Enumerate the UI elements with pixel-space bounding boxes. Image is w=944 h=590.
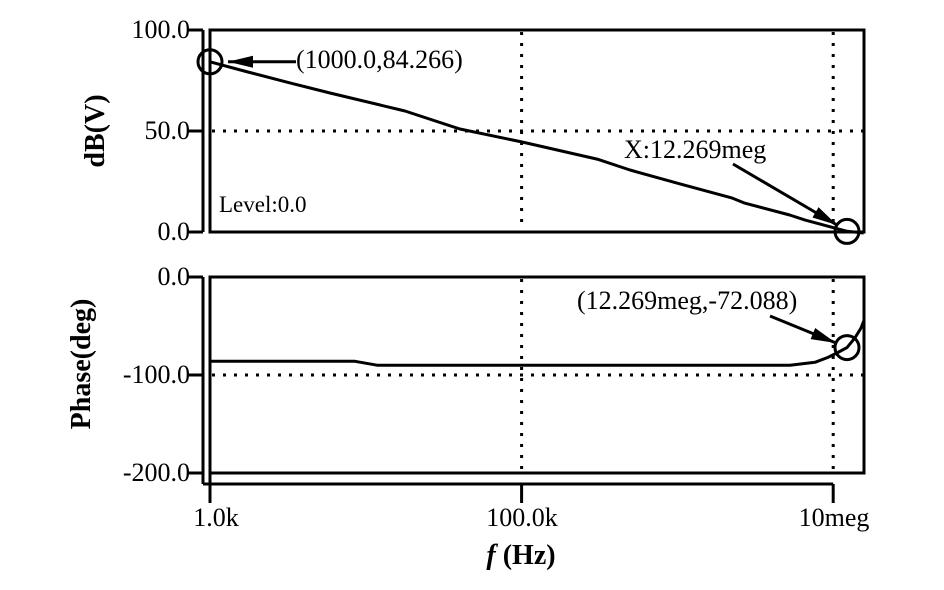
x-axis-title-unit: (Hz) xyxy=(502,540,556,571)
xtick-1k: 1.0k xyxy=(193,503,239,532)
bottom-yaxis-scale xyxy=(188,275,205,484)
phase-curve xyxy=(210,320,866,367)
ytick-m100deg: -100.0 xyxy=(122,360,190,389)
phase-cursor-arrow xyxy=(769,314,837,345)
cursor-markers xyxy=(196,48,861,362)
ytick-0deg: 0.0 xyxy=(157,262,191,291)
xtick-10meg: 10meg xyxy=(798,503,870,532)
xaxis-scale xyxy=(203,473,835,503)
ytick-100db: 100.0 xyxy=(131,15,191,44)
start-marker-label: (1000.0,84.266) xyxy=(296,45,463,74)
cursor-marker-circle xyxy=(196,48,224,76)
top-yaxis-scale xyxy=(188,28,205,234)
ytick-0db: 0.0 xyxy=(157,217,191,246)
ytick-m200deg: -200.0 xyxy=(122,458,190,487)
cursor-x-label: X:12.269meg xyxy=(624,135,767,164)
cursor-marker-circle xyxy=(833,334,861,362)
bottom-plot-frame xyxy=(208,275,866,475)
xtick-100k: 100.0k xyxy=(486,503,558,532)
x-axis-title-f: f xyxy=(486,540,496,571)
phase-cursor-label: (12.269meg,-72.088) xyxy=(577,286,798,315)
cursor-marker-circle xyxy=(833,217,861,245)
ytick-50db: 50.0 xyxy=(144,116,191,145)
level-label: Level:0.0 xyxy=(219,192,307,217)
cursor-x-arrow xyxy=(732,162,838,227)
x-axis-title: f (Hz) xyxy=(421,542,621,570)
gain-curve xyxy=(209,60,864,235)
top-plot-frame xyxy=(208,28,866,234)
